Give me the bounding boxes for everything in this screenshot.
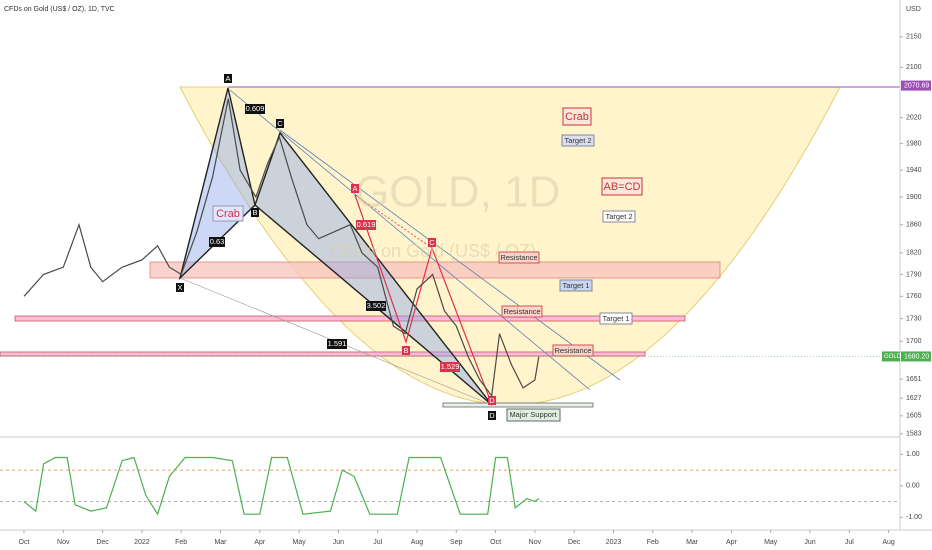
symbol-tag (882, 351, 900, 362)
osc-tick-label: -1.00 (906, 514, 922, 521)
channel-line (229, 89, 591, 391)
ratio-label: 3.502 (367, 301, 386, 310)
x-tick-label: Apr (726, 539, 738, 546)
support-zone (442, 402, 594, 408)
target-label: Target 1 (602, 314, 629, 323)
y-tick-label: 1583 (906, 431, 922, 438)
y-tick-label: 1980 (906, 140, 922, 147)
x-tick-label: 2023 (606, 539, 622, 546)
resistance-zone (14, 315, 686, 322)
x-tick-label: Apr (254, 539, 266, 546)
y-tick-label: 1760 (906, 293, 922, 300)
abcd-labels: A B C D 0.619 3.502 1.529 (351, 184, 496, 405)
y-tick-label: 1651 (906, 376, 922, 383)
ratio-label: 0.619 (357, 220, 376, 229)
price-tag (901, 351, 931, 362)
x-tick-label: May (292, 539, 306, 546)
drawings (0, 0, 932, 531)
channel-line (279, 129, 621, 381)
level-price: 2070.69 (904, 82, 929, 89)
osc-tick-label: 1.00 (906, 451, 920, 458)
abcd-ratio-line (354, 194, 433, 249)
point-label: A (225, 74, 230, 83)
abcd-pattern (354, 194, 493, 406)
symbol: GOLD (884, 354, 902, 360)
point-label: D (489, 396, 495, 405)
x-tick-label: Sep (450, 539, 463, 546)
price-tag (901, 80, 931, 91)
x-tick-label: Nov (529, 539, 542, 546)
x-tick-label: Nov (57, 539, 70, 546)
point-label: B (403, 346, 408, 355)
ratio-label: 1.529 (441, 362, 460, 371)
resistance-zone (149, 261, 721, 279)
x-tick-label: Jun (804, 539, 815, 546)
currency: USD (906, 6, 921, 13)
y-tick-label: 1860 (906, 222, 922, 229)
y-tick-label: 1820 (906, 250, 922, 257)
watermark: GOLD, 1D (355, 168, 560, 217)
y-tick-label: 1900 (906, 194, 922, 201)
target-label: Target 2 (564, 136, 591, 145)
x-tick-label: Dec (96, 539, 109, 546)
support-label: Major Support (509, 410, 557, 419)
x-tick-label: 2022 (134, 539, 150, 546)
y-tick-label: 1700 (906, 338, 922, 345)
resistance-label: Resistance (503, 307, 540, 316)
pattern-label: Crab (216, 208, 240, 220)
price-line (23, 98, 540, 398)
osc-tick-label: 0.00 (906, 483, 920, 490)
ratio-label: 0.63 (210, 237, 225, 246)
point-label: X (177, 283, 182, 292)
x-tick-label: Feb (647, 539, 659, 546)
x-tick-label: Feb (175, 539, 187, 546)
x-tick-label: Aug (411, 539, 424, 546)
pattern-title: Crab (565, 111, 589, 123)
x-tick-label: Jun (333, 539, 344, 546)
chart-title: CFDs on Gold (US$ / OZ), 1D, TVC (4, 6, 115, 13)
x-tick-label: Jul (373, 539, 382, 546)
oscillator-line (23, 456, 540, 516)
point-label: A (352, 184, 357, 193)
point-label: B (252, 208, 257, 217)
resistance-label: Resistance (554, 346, 591, 355)
y-tick-label: 1940 (906, 167, 922, 174)
y-tick-label: 1790 (906, 271, 922, 278)
x-tick-label: Oct (490, 539, 501, 546)
y-tick-label: 1627 (906, 395, 922, 402)
last-price: 1680.20 (904, 353, 929, 360)
x-tick-label: Mar (686, 539, 699, 546)
y-tick-label: 2100 (906, 64, 922, 71)
point-label: C (277, 119, 283, 128)
point-label: C (429, 238, 435, 247)
crab-labels: X A B C D Crab 0.609 0.63 1.591 (176, 74, 496, 420)
x-tick-label: Aug (882, 539, 895, 546)
watermark-sub: CFDs on Gold (US$ / OZ) (330, 241, 536, 261)
y-tick-label: 1730 (906, 315, 922, 322)
target-label: Target 1 (562, 281, 589, 290)
y-tick-label: 1605 (906, 413, 922, 420)
x-tick-label: Dec (568, 539, 581, 546)
resistance-zone (0, 351, 646, 357)
ratio-label: 1.591 (328, 339, 347, 348)
x-tick-label: Oct (19, 539, 30, 546)
ratio-label: 0.609 (246, 104, 265, 113)
y-tick-label: 2020 (906, 115, 922, 122)
point-label: D (489, 411, 495, 420)
target-label: Target 2 (605, 212, 632, 221)
y-tick-label: 2150 (906, 34, 922, 41)
x-tick-label: Mar (214, 539, 227, 546)
resistance-label: Resistance (500, 253, 537, 262)
pattern-title: AB=CD (604, 181, 641, 193)
x-tick-label: May (764, 539, 778, 546)
target-labels: Crab AB=CD Target 2 Target 1 Target 2 Ta… (498, 107, 643, 422)
x-tick-label: Jul (845, 539, 854, 546)
